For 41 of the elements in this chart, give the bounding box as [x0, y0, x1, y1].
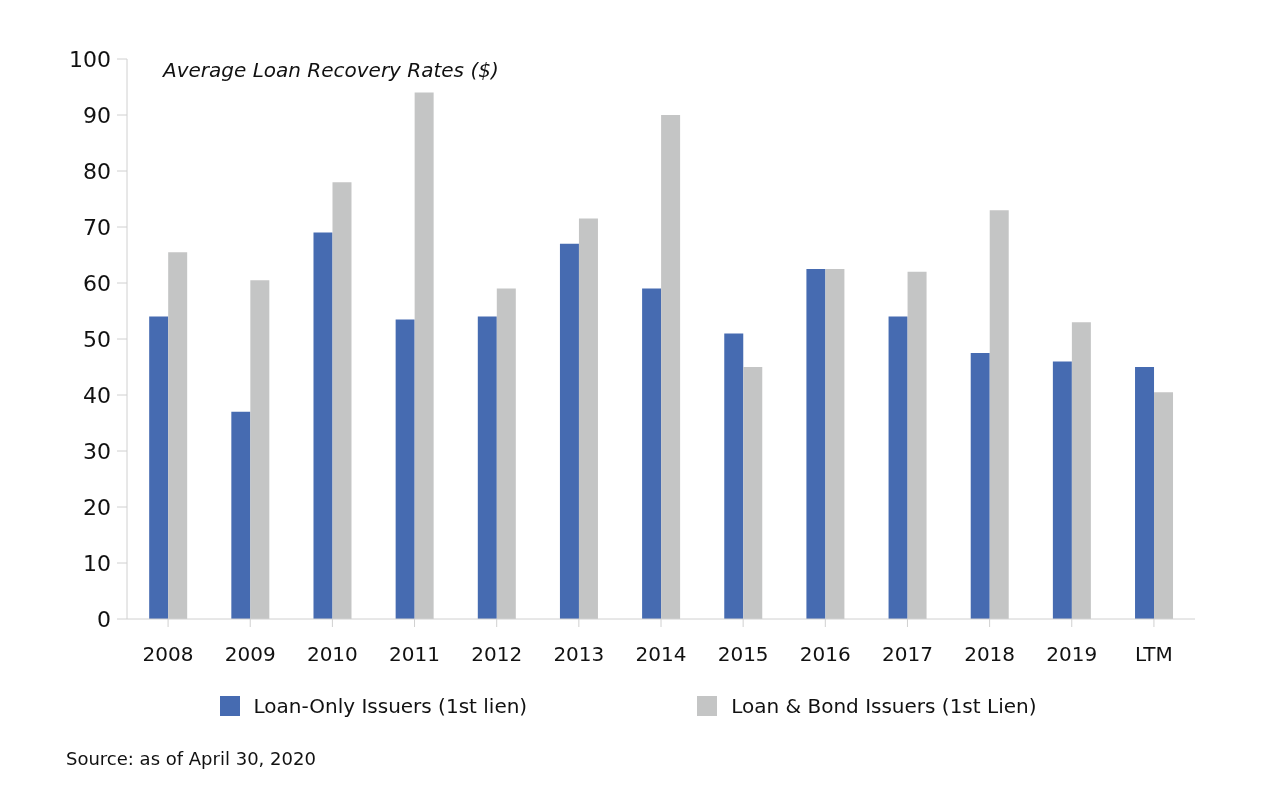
y-tick-label: 100 [69, 46, 111, 72]
x-tick-label: 2018 [964, 642, 1016, 667]
bar [149, 316, 169, 619]
bar [724, 333, 744, 619]
bar [559, 243, 579, 619]
y-tick-label: 30 [83, 438, 111, 464]
x-tick-label: LTM [1134, 642, 1173, 667]
bar [1052, 361, 1072, 619]
bar [477, 316, 497, 619]
x-tick-label: 2015 [717, 642, 769, 667]
y-tick-label: 70 [83, 214, 111, 240]
x-tick-label: 2017 [882, 642, 933, 667]
y-tick-label: 10 [83, 550, 111, 576]
bar [395, 319, 415, 619]
chart-title: Average Loan Recovery Rates ($) [163, 58, 499, 82]
bar [1135, 367, 1155, 619]
source-note: Source: as of April 30, 2020 [66, 748, 317, 769]
x-tick-label: 2012 [471, 642, 523, 667]
y-tick-label: 0 [97, 606, 111, 632]
x-tick-label: 2016 [799, 642, 851, 667]
y-tick-label: 90 [83, 102, 111, 128]
y-tick-label: 20 [83, 494, 111, 520]
x-tick-label: 2019 [1046, 642, 1098, 667]
legend-label: Loan-Only Issuers (1st lien) [253, 694, 528, 718]
x-tick-label: 2014 [635, 642, 687, 667]
y-tick-label: 60 [83, 270, 111, 296]
x-tick-label: 2010 [306, 642, 358, 667]
bar [313, 232, 333, 619]
bar [970, 353, 990, 619]
x-tick-label: 2008 [142, 642, 194, 667]
y-tick-label: 40 [83, 382, 111, 408]
bar [642, 288, 662, 619]
y-tick-label: 50 [83, 326, 111, 352]
x-tick-label: 2013 [553, 642, 605, 667]
bar [888, 316, 908, 619]
x-tick-label: 2009 [224, 642, 276, 667]
legend-label: Loan & Bond Issuers (1st Lien) [731, 694, 1037, 718]
bar [806, 269, 826, 619]
bar [231, 411, 251, 619]
y-tick-label: 80 [83, 158, 111, 184]
x-tick-label: 2011 [389, 642, 440, 667]
